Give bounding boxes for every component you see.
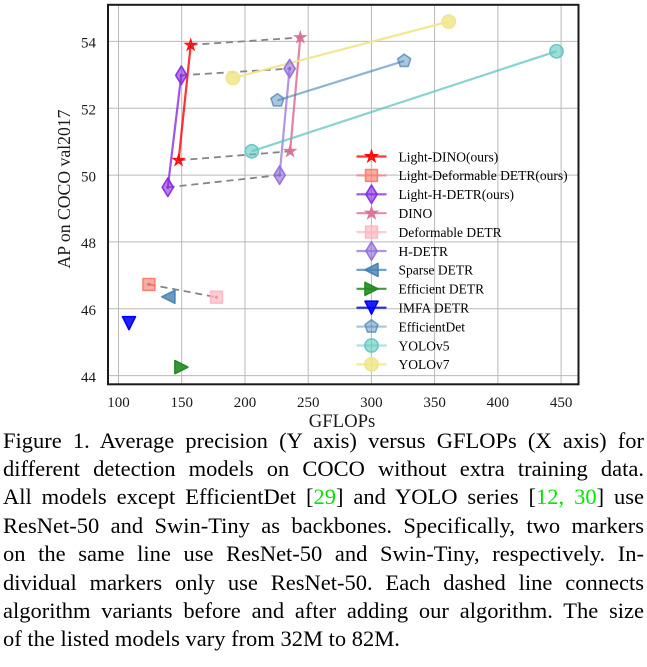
- svg-text:300: 300: [360, 395, 383, 411]
- svg-text:GFLOPs: GFLOPs: [309, 411, 375, 432]
- svg-text:150: 150: [170, 395, 193, 411]
- svg-text:YOLOv7: YOLOv7: [399, 357, 450, 372]
- svg-text:44: 44: [81, 370, 97, 386]
- svg-text:Light-DINO(ours): Light-DINO(ours): [399, 149, 499, 164]
- svg-text:Sparse DETR: Sparse DETR: [399, 263, 474, 278]
- svg-text:YOLOv5: YOLOv5: [399, 338, 450, 353]
- svg-text:EfficientDet: EfficientDet: [399, 319, 466, 334]
- svg-text:54: 54: [81, 36, 97, 52]
- svg-text:48: 48: [81, 236, 96, 252]
- svg-text:250: 250: [297, 395, 320, 411]
- svg-text:400: 400: [487, 395, 510, 411]
- svg-text:450: 450: [550, 395, 573, 411]
- svg-text:50: 50: [81, 169, 96, 185]
- svg-text:IMFA DETR: IMFA DETR: [399, 301, 470, 316]
- svg-text:52: 52: [81, 103, 96, 119]
- svg-text:Light-H-DETR(ours): Light-H-DETR(ours): [399, 187, 514, 202]
- svg-text:H-DETR: H-DETR: [399, 244, 449, 259]
- svg-text:Deformable DETR: Deformable DETR: [399, 225, 502, 240]
- svg-text:350: 350: [423, 395, 446, 411]
- svg-text:DINO: DINO: [399, 206, 433, 221]
- svg-text:Light-Deformable DETR(ours): Light-Deformable DETR(ours): [399, 168, 568, 183]
- svg-text:46: 46: [81, 303, 97, 319]
- svg-text:Efficient DETR: Efficient DETR: [399, 282, 485, 297]
- svg-text:200: 200: [234, 395, 257, 411]
- svg-text:AP on COCO val2017: AP on COCO val2017: [54, 109, 74, 268]
- svg-text:100: 100: [107, 395, 130, 411]
